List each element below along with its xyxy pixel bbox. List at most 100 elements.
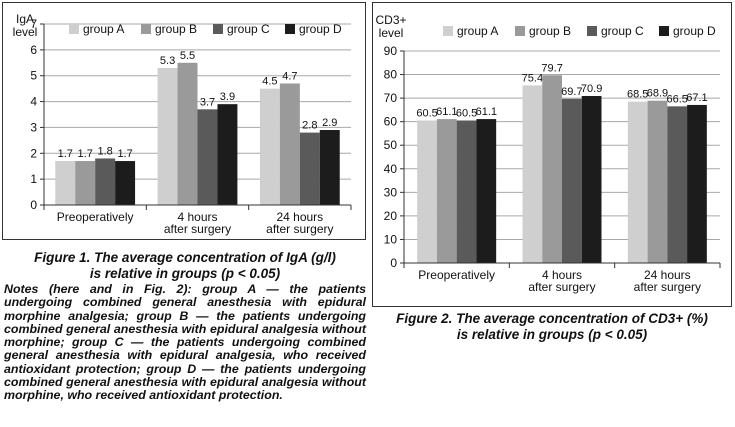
legend-swatch [659,26,669,36]
legend-label: group A [83,22,124,36]
data-label: 61.1 [476,106,497,118]
x-tick-label: after surgery [528,280,595,294]
bar [436,119,457,263]
legend-label: group C [227,22,270,36]
y-tick-label: 20 [384,209,398,223]
y-axis-label: level [13,25,38,39]
bar [279,83,300,205]
figure-1-panel: 0 1 2 3 4 5 6 7 IgA level 1.7 5.3 4.5 1.7 5.5 4.7 1.8 3.7… [2,2,366,240]
y-tick-label: 0 [390,256,397,270]
bar [581,95,602,263]
legend-swatch [213,24,223,34]
bar [157,67,178,205]
data-label: 5.3 [160,55,175,67]
y-tick-label: 2 [30,146,37,160]
bar [522,85,543,263]
y-axis-label: IgA [16,12,34,26]
y-tick-label: 4 [30,95,37,109]
legend-swatch [69,24,79,34]
bar [95,158,116,205]
bar [115,161,136,205]
legend-label: group C [601,24,644,38]
x-tick-label: after surgery [266,222,333,236]
data-label: 70.9 [581,83,602,95]
data-label: 69.7 [561,86,582,98]
figure-2-caption: Figure 2. The average concentration of C… [372,311,732,343]
legend-swatch [443,26,453,36]
bar [687,104,707,263]
bar [319,130,340,205]
data-label: 1.7 [117,148,132,160]
legend-label: group B [529,24,571,38]
y-tick-label: 80 [384,68,398,82]
x-tick-label: after surgery [634,280,701,294]
data-label: 2.8 [302,120,317,132]
data-label: 66.5 [666,93,687,105]
bar [562,98,582,263]
y-tick-label: 40 [384,162,398,176]
legend-swatch [285,24,295,34]
y-tick-label: 90 [384,44,398,58]
data-label: 68.5 [627,89,648,101]
data-label: 67.1 [686,92,707,104]
x-tick-label: Preoperatively [57,210,134,224]
bar [627,101,648,264]
bar [177,62,198,206]
bar [299,132,320,205]
figure-1-caption-line-2: is relative in groups (p < 0.05) [89,266,281,281]
bar [217,104,238,205]
y-tick-label: 6 [30,43,37,57]
data-label: 61.1 [436,106,457,118]
y-axis-label: CD3+ [375,13,406,27]
data-label: 3.7 [200,96,215,108]
data-label: 75.4 [522,72,543,84]
data-label: 1.8 [97,145,112,157]
legend-label: group B [155,22,197,36]
data-label: 1.7 [78,148,93,160]
x-tick-label: after surgery [164,222,231,236]
data-label: 1.7 [58,148,73,160]
x-tick-label: 4 hours [542,268,582,282]
figure-1-caption-line-1: Figure 1. The average concentration of I… [34,250,336,265]
data-label: 79.7 [541,62,562,74]
data-label: 4.7 [282,70,297,82]
x-tick-label: 24 hours [276,210,323,224]
cd3-chart: 0 10 20 30 40 50 60 70 80 90 CD3+level 60.5 75.4 68.5… [375,13,721,294]
bar [456,120,477,263]
bar [476,119,497,263]
bar [55,161,76,205]
data-label: 5.5 [180,50,195,62]
data-label: 60.5 [456,107,477,119]
figure-2-panel: 0 10 20 30 40 50 60 70 80 90 CD3+ level 60.5 75.4 68.5… [372,2,732,307]
y-tick-label: 1 [30,172,37,186]
bar [667,106,688,263]
figure-notes: Notes (here and in Fig. 2): group A — th… [4,282,366,403]
x-tick-label: 24 hours [644,268,691,282]
legend-swatch [587,26,597,36]
y-tick-label: 3 [30,120,37,134]
data-label: 3.9 [220,91,235,103]
figure-2-caption-line-1: Figure 2. The average concentration of C… [396,311,708,326]
data-label: 68.9 [647,88,668,100]
y-tick-label: 10 [384,232,398,246]
y-tick-label: 30 [384,185,398,199]
y-tick-label: 7 [30,17,37,31]
legend-label: group D [299,22,342,36]
bar [542,75,562,263]
bar [417,120,437,263]
figure-1-caption: Figure 1. The average concentration of I… [4,250,366,282]
bar [197,109,218,205]
y-tick-label: 70 [384,91,398,105]
x-tick-label: Preoperatively [418,268,495,282]
bar [259,88,280,205]
y-tick-label: 50 [384,138,398,152]
bar [647,100,668,263]
bar [75,161,96,205]
data-label: 2.9 [322,117,337,129]
y-axis-label: level [379,26,404,40]
data-label: 60.5 [416,107,437,119]
y-tick-label: 60 [384,115,398,129]
y-tick-label: 5 [30,69,37,83]
figure-2-caption-line-2: is relative in groups (p < 0.05) [456,327,648,342]
